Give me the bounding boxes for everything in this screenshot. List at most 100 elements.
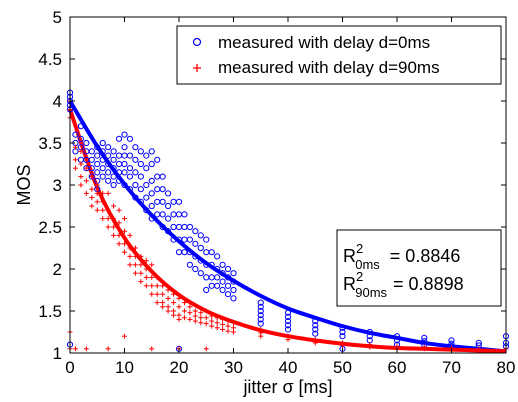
point-d0-132 xyxy=(219,261,226,268)
x-tick-label-3: 30 xyxy=(224,358,243,377)
point-d90-74 xyxy=(160,300,166,306)
point-d0-157 xyxy=(312,326,319,333)
point-d0-103 xyxy=(181,211,188,218)
point-d90-5 xyxy=(72,144,78,150)
point-d0-60 xyxy=(132,169,139,176)
point-d90-126 xyxy=(312,340,318,346)
point-d0-140 xyxy=(230,270,237,277)
point-d90-83 xyxy=(171,312,177,318)
point-d0-133 xyxy=(219,270,226,277)
point-d90-72 xyxy=(160,283,166,289)
point-d0-69 xyxy=(143,165,150,172)
point-d90-112 xyxy=(220,321,226,327)
point-d90-111 xyxy=(220,316,226,322)
point-d0-112 xyxy=(192,240,199,247)
point-d90-82 xyxy=(171,308,177,314)
point-d0-35 xyxy=(105,169,112,176)
legend-marker-d90 xyxy=(193,64,201,72)
point-d0-148 xyxy=(257,316,264,323)
point-d0-33 xyxy=(105,152,112,159)
x-tick-label-6: 60 xyxy=(388,358,407,377)
point-d0-51 xyxy=(121,169,128,176)
point-d90-69 xyxy=(154,283,160,289)
fit-curve-0 xyxy=(68,99,507,354)
data-points xyxy=(66,89,510,352)
point-d0-86 xyxy=(159,198,166,205)
point-d0-118 xyxy=(197,270,204,277)
point-d90-55 xyxy=(138,253,144,259)
point-d0-56 xyxy=(126,173,134,180)
point-d90-128 xyxy=(340,342,345,348)
point-d90-75 xyxy=(160,304,166,310)
point-d90-35 xyxy=(111,216,117,222)
point-d90-118 xyxy=(231,325,236,331)
point-d0-17 xyxy=(88,148,95,155)
point-d0-154 xyxy=(284,326,292,333)
point-d0-64 xyxy=(137,160,144,168)
point-d90-99 xyxy=(198,315,204,321)
point-d90-122 xyxy=(258,333,264,339)
point-d0-59 xyxy=(132,156,139,163)
point-d0-74 xyxy=(148,160,155,168)
point-d90-31 xyxy=(105,216,111,222)
point-d90-8 xyxy=(72,346,78,352)
point-d90-117 xyxy=(231,320,236,326)
point-d90-92 xyxy=(187,304,193,310)
point-d0-123 xyxy=(203,286,210,294)
point-d0-119 xyxy=(203,236,210,243)
point-d90-100 xyxy=(198,320,204,326)
x-tick-label-8: 80 xyxy=(497,358,516,377)
point-d90-27 xyxy=(100,207,106,213)
point-d0-146 xyxy=(257,307,264,315)
point-d0-66 xyxy=(137,186,144,193)
point-d0-24 xyxy=(94,169,101,176)
point-d90-37 xyxy=(111,232,117,238)
point-d90-25 xyxy=(100,190,106,196)
point-d90-87 xyxy=(176,316,182,322)
point-d90-32 xyxy=(105,224,111,230)
point-d0-30 xyxy=(99,165,106,172)
point-d0-29 xyxy=(99,156,106,163)
point-d90-86 xyxy=(176,312,182,318)
point-d0-19 xyxy=(88,165,95,172)
legend-label-d90: measured with delay d=90ms xyxy=(218,58,440,77)
point-d90-51 xyxy=(132,245,138,251)
point-d90-101 xyxy=(203,308,209,314)
point-d90-81 xyxy=(171,300,177,306)
y-tick-label-3: 2.5 xyxy=(38,218,62,237)
point-d90-94 xyxy=(187,316,193,322)
point-d0-160 xyxy=(339,328,346,336)
point-d0-73 xyxy=(148,148,155,155)
point-d90-60 xyxy=(143,266,149,272)
point-d90-67 xyxy=(149,346,155,352)
point-d0-114 xyxy=(192,265,199,273)
point-d0-150 xyxy=(284,309,292,316)
point-d0-124 xyxy=(208,249,215,256)
point-d0-92 xyxy=(165,228,172,235)
point-d90-79 xyxy=(165,308,171,314)
point-d0-63 xyxy=(137,148,144,155)
point-d90-24 xyxy=(94,207,100,213)
point-d0-31 xyxy=(99,173,106,180)
legend: measured with delay d=0ms measured with … xyxy=(176,25,502,85)
point-d0-128 xyxy=(214,253,221,260)
point-d0-34 xyxy=(105,160,112,168)
point-d90-115 xyxy=(225,323,231,329)
point-d90-30 xyxy=(105,207,111,213)
point-d0-152 xyxy=(284,317,292,325)
point-d0-172 xyxy=(448,337,455,344)
point-d90-17 xyxy=(89,174,95,180)
point-d0-97 xyxy=(175,198,183,205)
point-d90-48 xyxy=(127,245,133,251)
point-d0-107 xyxy=(186,223,193,231)
point-d90-45 xyxy=(122,249,127,255)
y-tick-label-4: 3 xyxy=(53,176,62,195)
point-d90-47 xyxy=(127,232,133,238)
point-d90-15 xyxy=(83,190,89,196)
point-d0-42 xyxy=(115,135,123,142)
point-d0-58 xyxy=(132,144,139,151)
point-d90-7 xyxy=(72,165,78,171)
legend-label-d0: measured with delay d=0ms xyxy=(218,33,430,52)
point-d90-29 xyxy=(105,190,111,196)
